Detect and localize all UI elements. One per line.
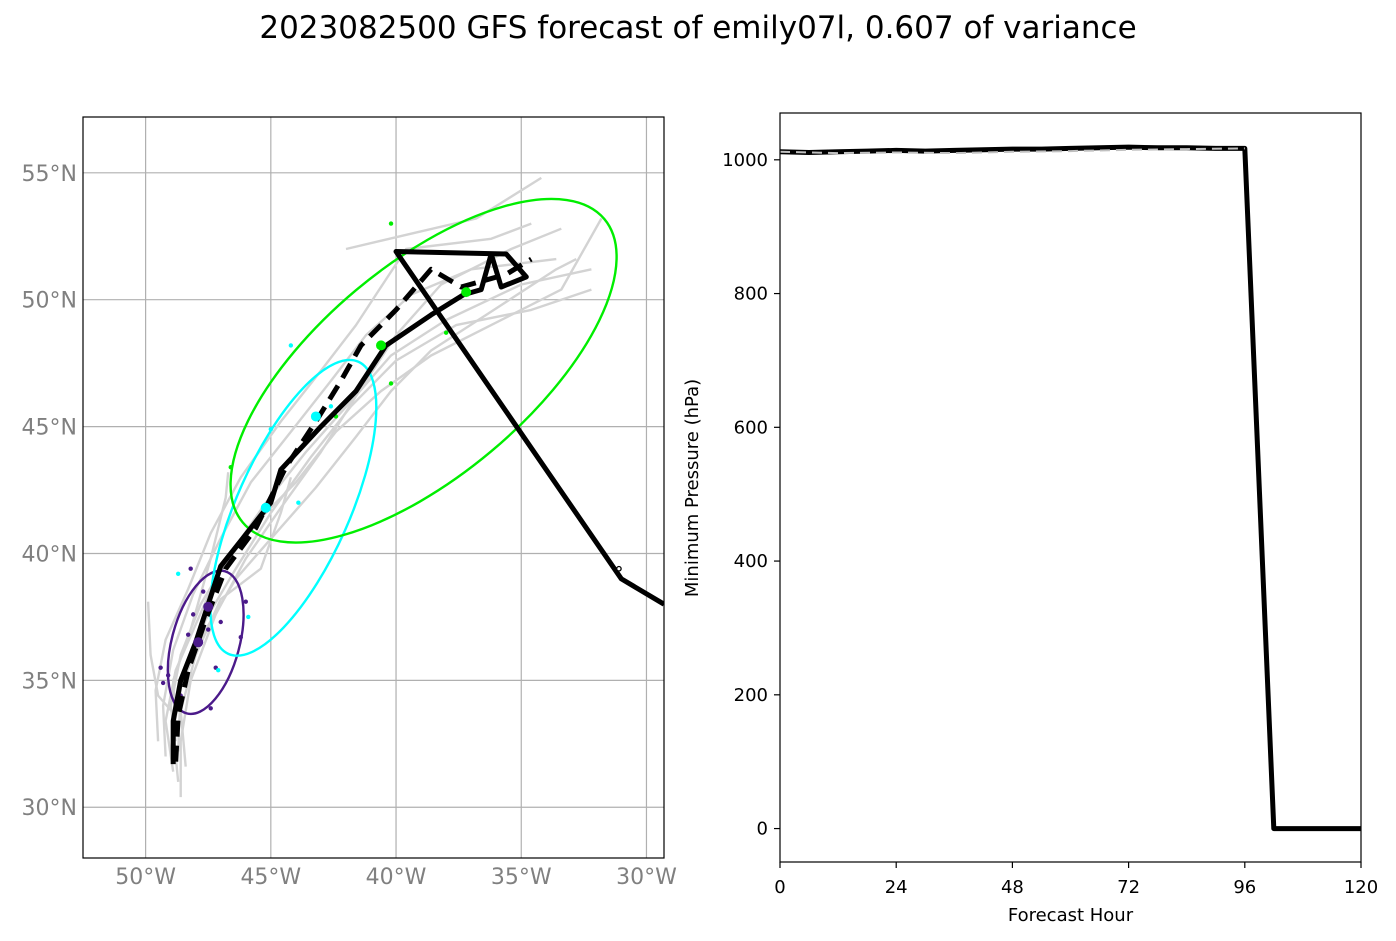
member-position-dot [165, 673, 171, 678]
member-position-dot [160, 680, 166, 686]
ensemble-member-track [154, 222, 532, 742]
member-position-dot [201, 589, 206, 594]
mean-position-dot [376, 340, 387, 351]
map-x-tick-label: 40°W [366, 865, 427, 890]
map-y-tick-label: 30°N [22, 796, 77, 821]
mean-position-dot [260, 502, 271, 513]
uncertainty-ellipse [166, 569, 245, 716]
ensemble-member-track [171, 472, 230, 732]
member-position-dot [288, 343, 294, 348]
member-position-dot [190, 612, 196, 617]
member-position-dot [188, 566, 193, 571]
map-y-tick-label: 35°N [22, 669, 77, 694]
member-position-dot [388, 381, 394, 386]
member-position-dot [185, 632, 191, 637]
solid-mean-track [170, 249, 664, 765]
member-position-dot [208, 706, 213, 711]
member-position-dot [206, 627, 211, 632]
mean-position-dot [310, 411, 321, 422]
map-y-tick-label: 50°N [22, 289, 77, 314]
map-x-tick-label: 45°W [240, 865, 301, 890]
map-x-tick-label: 35°W [491, 865, 552, 890]
member-position-dot [218, 619, 223, 625]
member-position-dot [228, 464, 233, 470]
member-position-dot [388, 221, 394, 226]
ensemble-member-track [179, 227, 562, 798]
member-position-dot [246, 614, 251, 620]
ensemble-member-track [345, 176, 542, 251]
map-x-tick-label: 30°W [616, 865, 677, 890]
member-position-dot [328, 404, 334, 409]
uncertainty-ellipse [209, 358, 378, 657]
member-position-dot [268, 426, 274, 432]
mean-position-dot [461, 287, 472, 298]
figure-title: 2023082500 GFS forecast of emily07l, 0.6… [259, 10, 1137, 46]
member-position-dot [158, 665, 163, 670]
map-y-tick-label: 45°N [22, 416, 77, 441]
ensemble-member-track [171, 288, 592, 783]
open-position-marker [616, 565, 622, 572]
member-position-dot [238, 635, 243, 640]
map-frame [82, 116, 665, 859]
member-position-dot [296, 500, 301, 505]
member-position-dot [243, 599, 248, 604]
ensemble-member-track [146, 601, 177, 717]
member-position-dot [175, 571, 181, 576]
member-position-dot [216, 668, 221, 673]
member-position-dot [443, 330, 449, 335]
mean-position-dot [203, 601, 214, 612]
map-y-tick-label: 40°N [22, 542, 77, 567]
map-x-tick-label: 50°W [115, 865, 176, 890]
map-y-tick-label: 55°N [22, 162, 77, 187]
mean-position-dot [193, 637, 204, 648]
uncertainty-ellipse [229, 197, 618, 544]
